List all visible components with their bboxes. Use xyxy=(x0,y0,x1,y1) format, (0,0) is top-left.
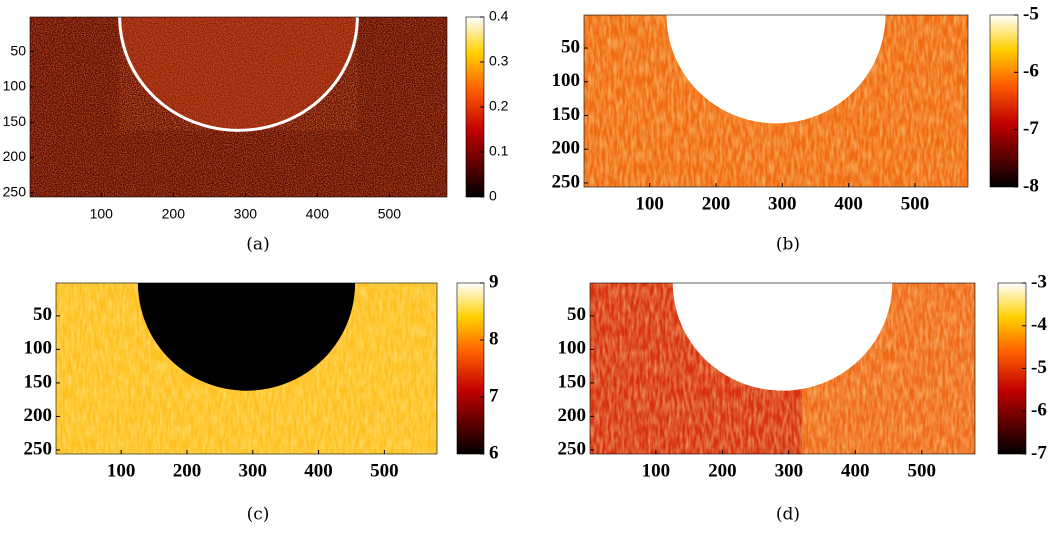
x-tick-label: 200 xyxy=(162,206,186,222)
y-tick-label: 100 xyxy=(24,338,53,359)
y-tick-label: 50 xyxy=(561,36,580,57)
colorbar-tick-label: 0.2 xyxy=(489,98,509,114)
y-tick-label: 200 xyxy=(24,405,53,426)
caption: (a) xyxy=(246,235,269,255)
colorbar-tick-label: -8 xyxy=(1023,175,1039,196)
colorbar-tick-label: 0.3 xyxy=(489,53,509,69)
colorbar xyxy=(989,14,1019,188)
axes-frame xyxy=(589,282,976,455)
panel: 100 200 300 400 500 50 100 150 200 250 0 0.1 0.2 0.3 0… xyxy=(3,8,509,255)
hole xyxy=(672,283,893,391)
y-tick-label: 50 xyxy=(33,304,52,325)
y-tick-label: 250 xyxy=(3,183,27,199)
colorbar-tick-label: 0 xyxy=(489,188,497,204)
y-tick-label: 200 xyxy=(558,405,587,426)
y-tick-label: 200 xyxy=(552,138,581,159)
caption: (d) xyxy=(776,505,800,525)
caption: (b) xyxy=(776,235,800,255)
colorbar-tick-label: -7 xyxy=(1031,442,1047,463)
y-tick-label: 150 xyxy=(558,371,587,392)
x-tick-label: 500 xyxy=(901,193,930,214)
y-tick-label: 100 xyxy=(552,70,581,91)
x-tick-label: 100 xyxy=(107,460,136,481)
x-tick-label: 100 xyxy=(90,206,114,222)
x-tick-label: 300 xyxy=(239,460,268,481)
panel: 100 200 300 400 500 50 100 150 200 250 6 7 8 9 (c) xyxy=(24,271,500,524)
colorbar xyxy=(456,282,485,455)
colorbar-tick-label: -7 xyxy=(1023,118,1039,139)
inclusion-texture xyxy=(119,17,358,131)
y-tick-label: 150 xyxy=(552,104,581,125)
y-tick-label: 50 xyxy=(10,42,26,58)
colorbar-tick-label: 8 xyxy=(489,328,499,349)
colorbar-tick-label: -5 xyxy=(1023,3,1039,24)
y-tick-label: 50 xyxy=(567,304,586,325)
x-tick-label: 200 xyxy=(173,460,202,481)
axes-frame xyxy=(583,14,969,188)
y-tick-label: 100 xyxy=(558,338,587,359)
x-tick-label: 500 xyxy=(370,460,399,481)
axes-frame xyxy=(55,282,438,455)
y-tick-label: 150 xyxy=(3,113,27,129)
x-tick-label: 100 xyxy=(642,460,671,481)
colorbar-tick-label: -3 xyxy=(1031,271,1047,292)
colorbar-tick-label: 6 xyxy=(489,442,499,463)
colorbar-tick-label: -4 xyxy=(1031,314,1047,335)
axes-frame xyxy=(29,16,448,198)
y-tick-label: 200 xyxy=(3,148,27,164)
caption: (c) xyxy=(247,505,270,525)
hole xyxy=(666,15,886,124)
hole xyxy=(137,283,356,391)
x-tick-label: 200 xyxy=(708,460,737,481)
x-tick-label: 100 xyxy=(635,193,664,214)
colorbar-tick-label: 0.4 xyxy=(489,8,509,24)
y-tick-label: 150 xyxy=(24,371,53,392)
colorbar-tick-label: 7 xyxy=(489,385,499,406)
y-tick-label: 250 xyxy=(24,438,53,459)
x-tick-label: 400 xyxy=(834,193,863,214)
colorbar-tick-label: 0.1 xyxy=(489,143,509,159)
colorbar xyxy=(997,282,1027,455)
colorbar-tick-label: -5 xyxy=(1031,357,1047,378)
x-tick-label: 300 xyxy=(775,460,804,481)
x-tick-label: 200 xyxy=(702,193,731,214)
x-tick-label: 400 xyxy=(304,460,333,481)
x-tick-label: 500 xyxy=(908,460,937,481)
x-tick-label: 400 xyxy=(306,206,330,222)
colorbar-tick-label: -6 xyxy=(1023,61,1039,82)
colorbar-tick-label: 9 xyxy=(489,271,499,292)
panel: 100 200 300 400 500 50 100 150 200 250 -8 -7 -6 -5 (b) xyxy=(552,3,1040,254)
x-tick-label: 500 xyxy=(378,206,402,222)
colorbar-tick-label: -6 xyxy=(1031,400,1047,421)
y-tick-label: 100 xyxy=(3,78,27,94)
x-tick-label: 400 xyxy=(841,460,870,481)
y-tick-label: 250 xyxy=(558,438,587,459)
y-tick-label: 250 xyxy=(552,171,581,192)
inclusion-outline xyxy=(118,16,359,132)
x-tick-label: 300 xyxy=(234,206,258,222)
x-tick-label: 300 xyxy=(768,193,797,214)
panel: 100 200 300 400 500 50 100 150 200 250 -7 -6 -5 -4 -3 (… xyxy=(558,271,1048,524)
